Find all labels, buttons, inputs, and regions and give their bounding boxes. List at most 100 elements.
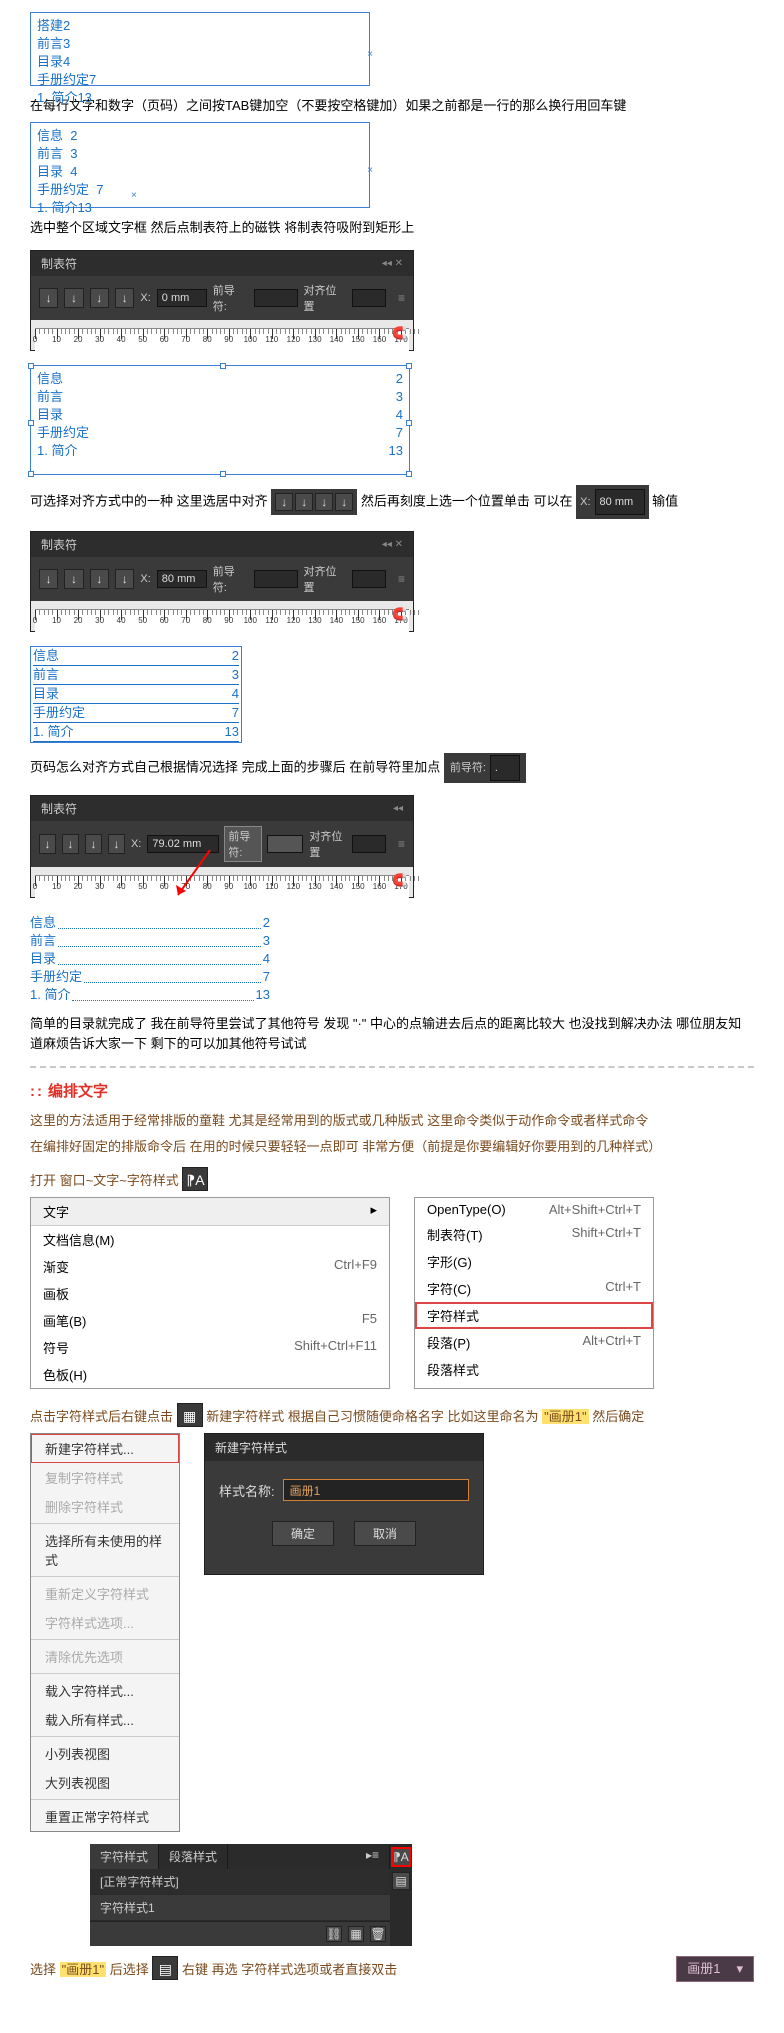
- tab-align-decimal-icon[interactable]: ↓: [115, 569, 134, 589]
- panel-menu-icon[interactable]: ≡: [398, 837, 405, 851]
- char-style-item[interactable]: 字符样式1: [90, 1895, 390, 1921]
- toc-page: 4: [232, 685, 239, 703]
- tab-align-center-icon[interactable]: ↓: [64, 288, 83, 308]
- tab-ruler[interactable]: 0102030405060708090100110120130140150160…: [31, 601, 413, 631]
- align-left-icon: ↓: [275, 493, 293, 511]
- toc-label: 信息: [33, 647, 59, 665]
- instruction-4: 页码怎么对齐方式自己根据情况选择 完成上面的步骤后 在前导符里加点 前导符: .: [30, 753, 754, 783]
- toc-label: 1. 简介: [33, 723, 73, 741]
- panel-dock-icons: ⁋A ▤: [390, 1844, 412, 1946]
- toc-page: 7: [396, 424, 403, 442]
- toc-label: 手册约定: [37, 424, 89, 442]
- toc-page: 4: [263, 950, 270, 968]
- new-char-style-dialog: 新建字符样式 样式名称: 确定 取消: [204, 1433, 484, 1575]
- instruction-2: 选中整个区域文字框 然后点制表符上的磁铁 将制表符吸附到矩形上: [30, 218, 754, 238]
- cancel-button[interactable]: 取消: [354, 1521, 416, 1546]
- tabs-panel-2: 制表符 ◂◂ ✕ ↓ ↓ ↓ ↓ X: 前导符: 对齐位置 ≡ 01020304…: [30, 531, 414, 632]
- tab-char-styles[interactable]: 字符样式: [90, 1844, 159, 1869]
- toc-label: 信息: [30, 914, 56, 932]
- tab-align-right-icon[interactable]: ↓: [90, 288, 109, 308]
- section-divider: [30, 1066, 754, 1068]
- ok-button[interactable]: 确定: [272, 1521, 334, 1546]
- other-dock-icon[interactable]: ▤: [392, 1872, 410, 1890]
- panel-options-icon[interactable]: ▸≡: [356, 1844, 390, 1869]
- menu-item[interactable]: 段落(P)Alt+Ctrl+T: [415, 1329, 653, 1356]
- context-menu-item[interactable]: 载入字符样式...: [31, 1676, 179, 1705]
- menu-item[interactable]: 画板: [31, 1280, 389, 1307]
- leader-input[interactable]: [254, 289, 298, 307]
- menu-item[interactable]: 字符(C)Ctrl+T: [415, 1275, 653, 1302]
- toc-page: 3: [263, 932, 270, 950]
- tabs-panel-1: 制表符 ◂◂ ✕ ↓ ↓ ↓ ↓ X: 前导符: 对齐位置 ≡ 01020304…: [30, 250, 414, 351]
- leader-chip: 前导符: .: [444, 753, 526, 783]
- context-menu-item[interactable]: 载入所有样式...: [31, 1705, 179, 1734]
- window-menu[interactable]: 文字▸ 文档信息(M)渐变Ctrl+F9画板画笔(B)F5符号Shift+Ctr…: [30, 1197, 390, 1389]
- menu-item[interactable]: 符号Shift+Ctrl+F11: [31, 1334, 389, 1361]
- tab-align-decimal-icon[interactable]: ↓: [115, 288, 134, 308]
- menu-item[interactable]: 渐变Ctrl+F9: [31, 1253, 389, 1280]
- tab-ruler[interactable]: 0102030405060708090100110120130140150160…: [31, 320, 413, 350]
- magnet-icon[interactable]: 🧲: [392, 326, 407, 340]
- panel-menu-icon[interactable]: ≡: [398, 572, 405, 586]
- trash-icon[interactable]: 🗑: [370, 1926, 386, 1942]
- tab-align-right-icon[interactable]: ↓: [90, 569, 109, 589]
- style-name-chip[interactable]: 画册1 ▾: [676, 1956, 754, 1982]
- tab-align-center-icon[interactable]: ↓: [64, 569, 83, 589]
- context-menu-item: 字符样式选项...: [31, 1608, 179, 1637]
- char-style-dock-icon[interactable]: ⁋A: [392, 1848, 410, 1866]
- context-menu-item[interactable]: 新建字符样式...: [31, 1434, 179, 1463]
- x-label: X:: [140, 292, 150, 304]
- toc-label: 目录: [30, 950, 56, 968]
- char-style-item[interactable]: [正常字符样式]: [90, 1869, 390, 1895]
- toc-label: 前言: [33, 666, 59, 684]
- menu-item[interactable]: 画笔(B)F5: [31, 1307, 389, 1334]
- toc-label: 1. 简介: [37, 442, 77, 460]
- menu-item[interactable]: 制表符(T)Shift+Ctrl+T: [415, 1221, 653, 1248]
- magnet-icon[interactable]: 🧲: [392, 873, 407, 887]
- menu-item[interactable]: 字符样式: [415, 1302, 653, 1329]
- panel-menu-icon[interactable]: ≡: [398, 291, 405, 305]
- chevron-down-icon: ▾: [736, 1959, 743, 1979]
- new-icon[interactable]: ▦: [348, 1926, 364, 1942]
- alignpos-input[interactable]: [352, 289, 386, 307]
- char-styles-panel: 字符样式 段落样式 ▸≡ [正常字符样式]字符样式1 ⛓ ▦ 🗑: [90, 1844, 390, 1946]
- format-intro-2: 在编排好固定的排版命令后 在用的时候只要轻轻一点即可 非常方便（前提是你要编辑好…: [30, 1137, 754, 1157]
- context-menu-item[interactable]: 小列表视图: [31, 1739, 179, 1768]
- menu-item[interactable]: OpenType(O)Alt+Shift+Ctrl+T: [415, 1198, 653, 1221]
- instruction-7: 点击字符样式后右键点击 ▦ 新建字符样式 根据自己习惯随便命格名字 比如这里命名…: [30, 1403, 754, 1427]
- toc-page: 4: [396, 406, 403, 424]
- text-submenu[interactable]: OpenType(O)Alt+Shift+Ctrl+T制表符(T)Shift+C…: [414, 1197, 654, 1389]
- toc-label: 目录: [37, 406, 63, 424]
- panel-title: 制表符: [41, 255, 77, 272]
- panel-collapse-icon[interactable]: ◂◂ ✕: [382, 539, 403, 550]
- context-menu-item[interactable]: 选择所有未使用的样式: [31, 1526, 179, 1574]
- tab-para-styles[interactable]: 段落样式: [159, 1844, 228, 1869]
- instruction-8: 选择 "画册1" 后选择 ▤ 右键 再选 字符样式选项或者直接双击 画册1 ▾: [30, 1956, 754, 1980]
- leader-input[interactable]: [267, 835, 303, 853]
- menu-item[interactable]: 字形(G): [415, 1248, 653, 1275]
- text-frame-3[interactable]: 信息2前言3目录4手册约定71. 简介13: [30, 365, 410, 475]
- tab-align-left-icon[interactable]: ↓: [39, 288, 58, 308]
- x-input-chip: X: 80 mm: [576, 485, 648, 519]
- leader-input[interactable]: [254, 570, 298, 588]
- tab-align-left-icon[interactable]: ↓: [39, 569, 58, 589]
- panel-collapse-icon[interactable]: ◂◂ ✕: [382, 258, 403, 269]
- context-menu-item[interactable]: 大列表视图: [31, 1768, 179, 1797]
- magnet-icon[interactable]: 🧲: [392, 607, 407, 621]
- menu-item[interactable]: 段落样式: [415, 1356, 653, 1383]
- link-icon[interactable]: ⛓: [326, 1926, 342, 1942]
- menu-item[interactable]: 文档信息(M): [31, 1226, 389, 1253]
- menu-item[interactable]: 色板(H): [31, 1361, 389, 1388]
- context-menu-item[interactable]: 重置正常字符样式: [31, 1802, 179, 1831]
- toc-label: 手册约定: [33, 704, 85, 722]
- style-name-input[interactable]: [283, 1479, 469, 1501]
- toc-label: 前言: [30, 932, 56, 950]
- align-right-icon: ↓: [315, 493, 333, 511]
- toc-label: 目录: [33, 685, 59, 703]
- alignpos-input[interactable]: [352, 570, 386, 588]
- new-style-icon: ▦: [177, 1403, 203, 1427]
- instruction-3: 可选择对齐方式中的一种 这里选居中对齐 ↓ ↓ ↓ ↓ 然后再刻度上选一个位置单…: [30, 485, 754, 519]
- context-menu[interactable]: 新建字符样式...复制字符样式删除字符样式选择所有未使用的样式重新定义字符样式字…: [30, 1433, 180, 1832]
- x-value-input[interactable]: [157, 570, 207, 588]
- x-value-input[interactable]: [157, 289, 207, 307]
